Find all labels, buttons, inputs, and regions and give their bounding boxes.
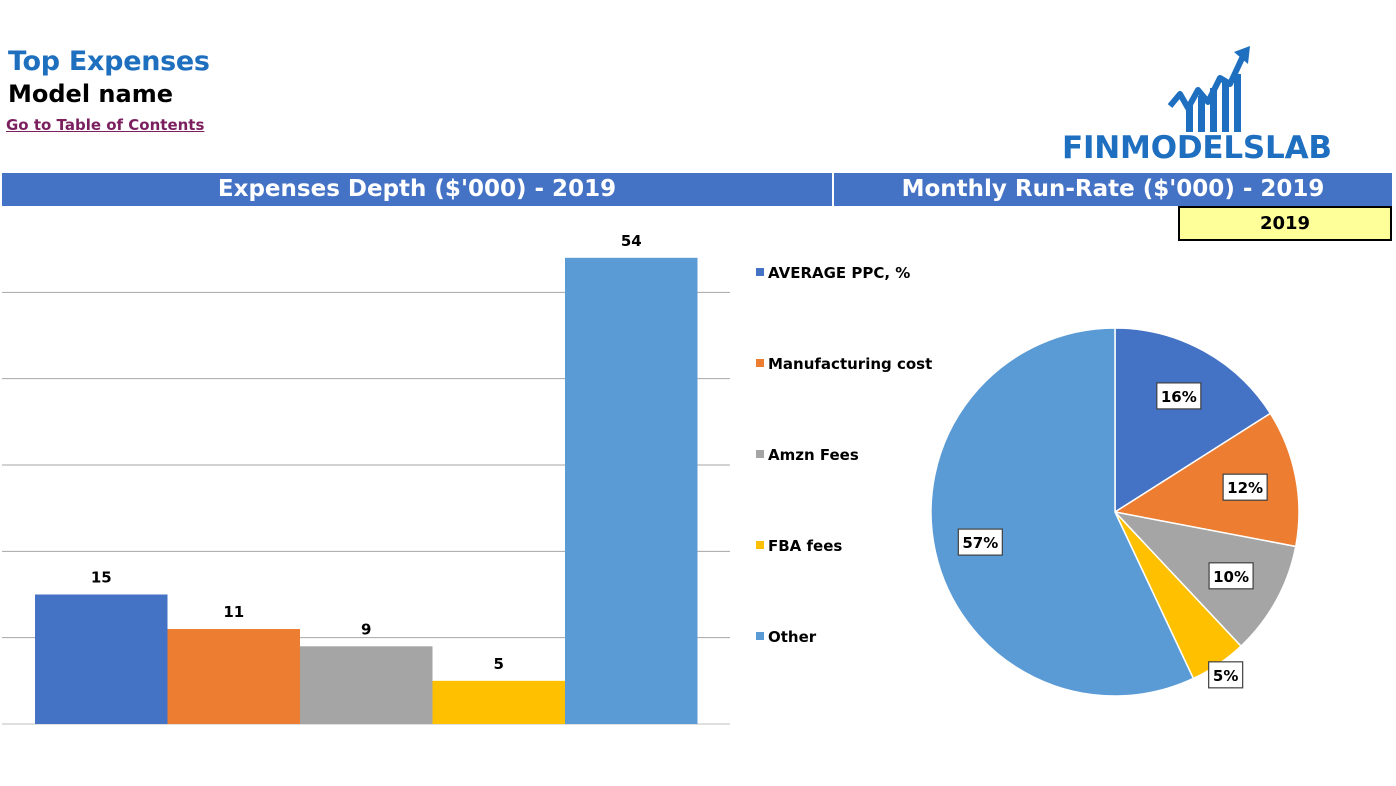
legend-label: Other — [768, 628, 817, 646]
bar-data-label: 54 — [621, 232, 642, 250]
legend-swatch — [756, 268, 764, 276]
legend-swatch — [756, 541, 764, 549]
bar-data-label: 5 — [494, 655, 504, 673]
pie-data-label: 10% — [1213, 568, 1249, 586]
pie-label-box — [1156, 382, 1202, 410]
monthly-run-rate-banner: Monthly Run-Rate ($'000) - 2019 — [834, 173, 1392, 206]
legend-swatch — [756, 450, 764, 458]
pie-label-box — [1208, 661, 1244, 689]
pie-slice-5 — [930, 327, 1195, 697]
bar-3 — [300, 646, 433, 724]
table-of-contents-link[interactable]: Go to Table of Contents — [6, 116, 205, 134]
bar-data-label: 15 — [91, 569, 112, 587]
bar-chart: 15 11 9 5 54 — [2, 232, 730, 725]
bar-data-label: 11 — [223, 603, 244, 621]
pie-label-box — [957, 528, 1003, 556]
legend-swatch — [756, 359, 764, 367]
legend-swatch — [756, 632, 764, 640]
bar-4 — [432, 680, 565, 724]
page-title: Top Expenses — [8, 46, 210, 77]
pie-chart: 16% 12% 10% 5% 57% — [930, 327, 1300, 697]
legend-label: FBA fees — [768, 537, 842, 555]
pie-label-box — [1208, 562, 1254, 590]
pie-data-label: 57% — [962, 534, 998, 552]
pie-data-label: 16% — [1161, 388, 1197, 406]
legend-label: Manufacturing cost — [768, 355, 932, 373]
legend-label: AVERAGE PPC, % — [768, 264, 910, 282]
pie-legend: AVERAGE PPC, % Manufacturing cost Amzn Fee… — [756, 264, 932, 646]
pie-data-label: 5% — [1213, 667, 1238, 685]
pie-label-box — [1222, 473, 1268, 501]
model-name: Model name — [8, 80, 173, 108]
bar-1 — [35, 594, 168, 724]
finmodelslab-logo: FINMODELSLAB — [1062, 44, 1372, 170]
pie-slice-1 — [1114, 327, 1272, 514]
pie-data-label: 12% — [1227, 479, 1263, 497]
year-selector[interactable]: 2019 — [1178, 206, 1392, 241]
pie-slice-2 — [1112, 412, 1300, 548]
logo-text: FINMODELSLAB — [1062, 130, 1332, 166]
growth-chart-icon — [1167, 46, 1250, 132]
bar-data-label: 9 — [361, 620, 371, 638]
bar-2 — [167, 629, 300, 724]
bar-5 — [565, 257, 698, 724]
expenses-depth-banner: Expenses Depth ($'000) - 2019 — [2, 173, 832, 206]
pie-slice-3 — [1112, 510, 1297, 648]
legend-label: Amzn Fees — [768, 446, 859, 464]
